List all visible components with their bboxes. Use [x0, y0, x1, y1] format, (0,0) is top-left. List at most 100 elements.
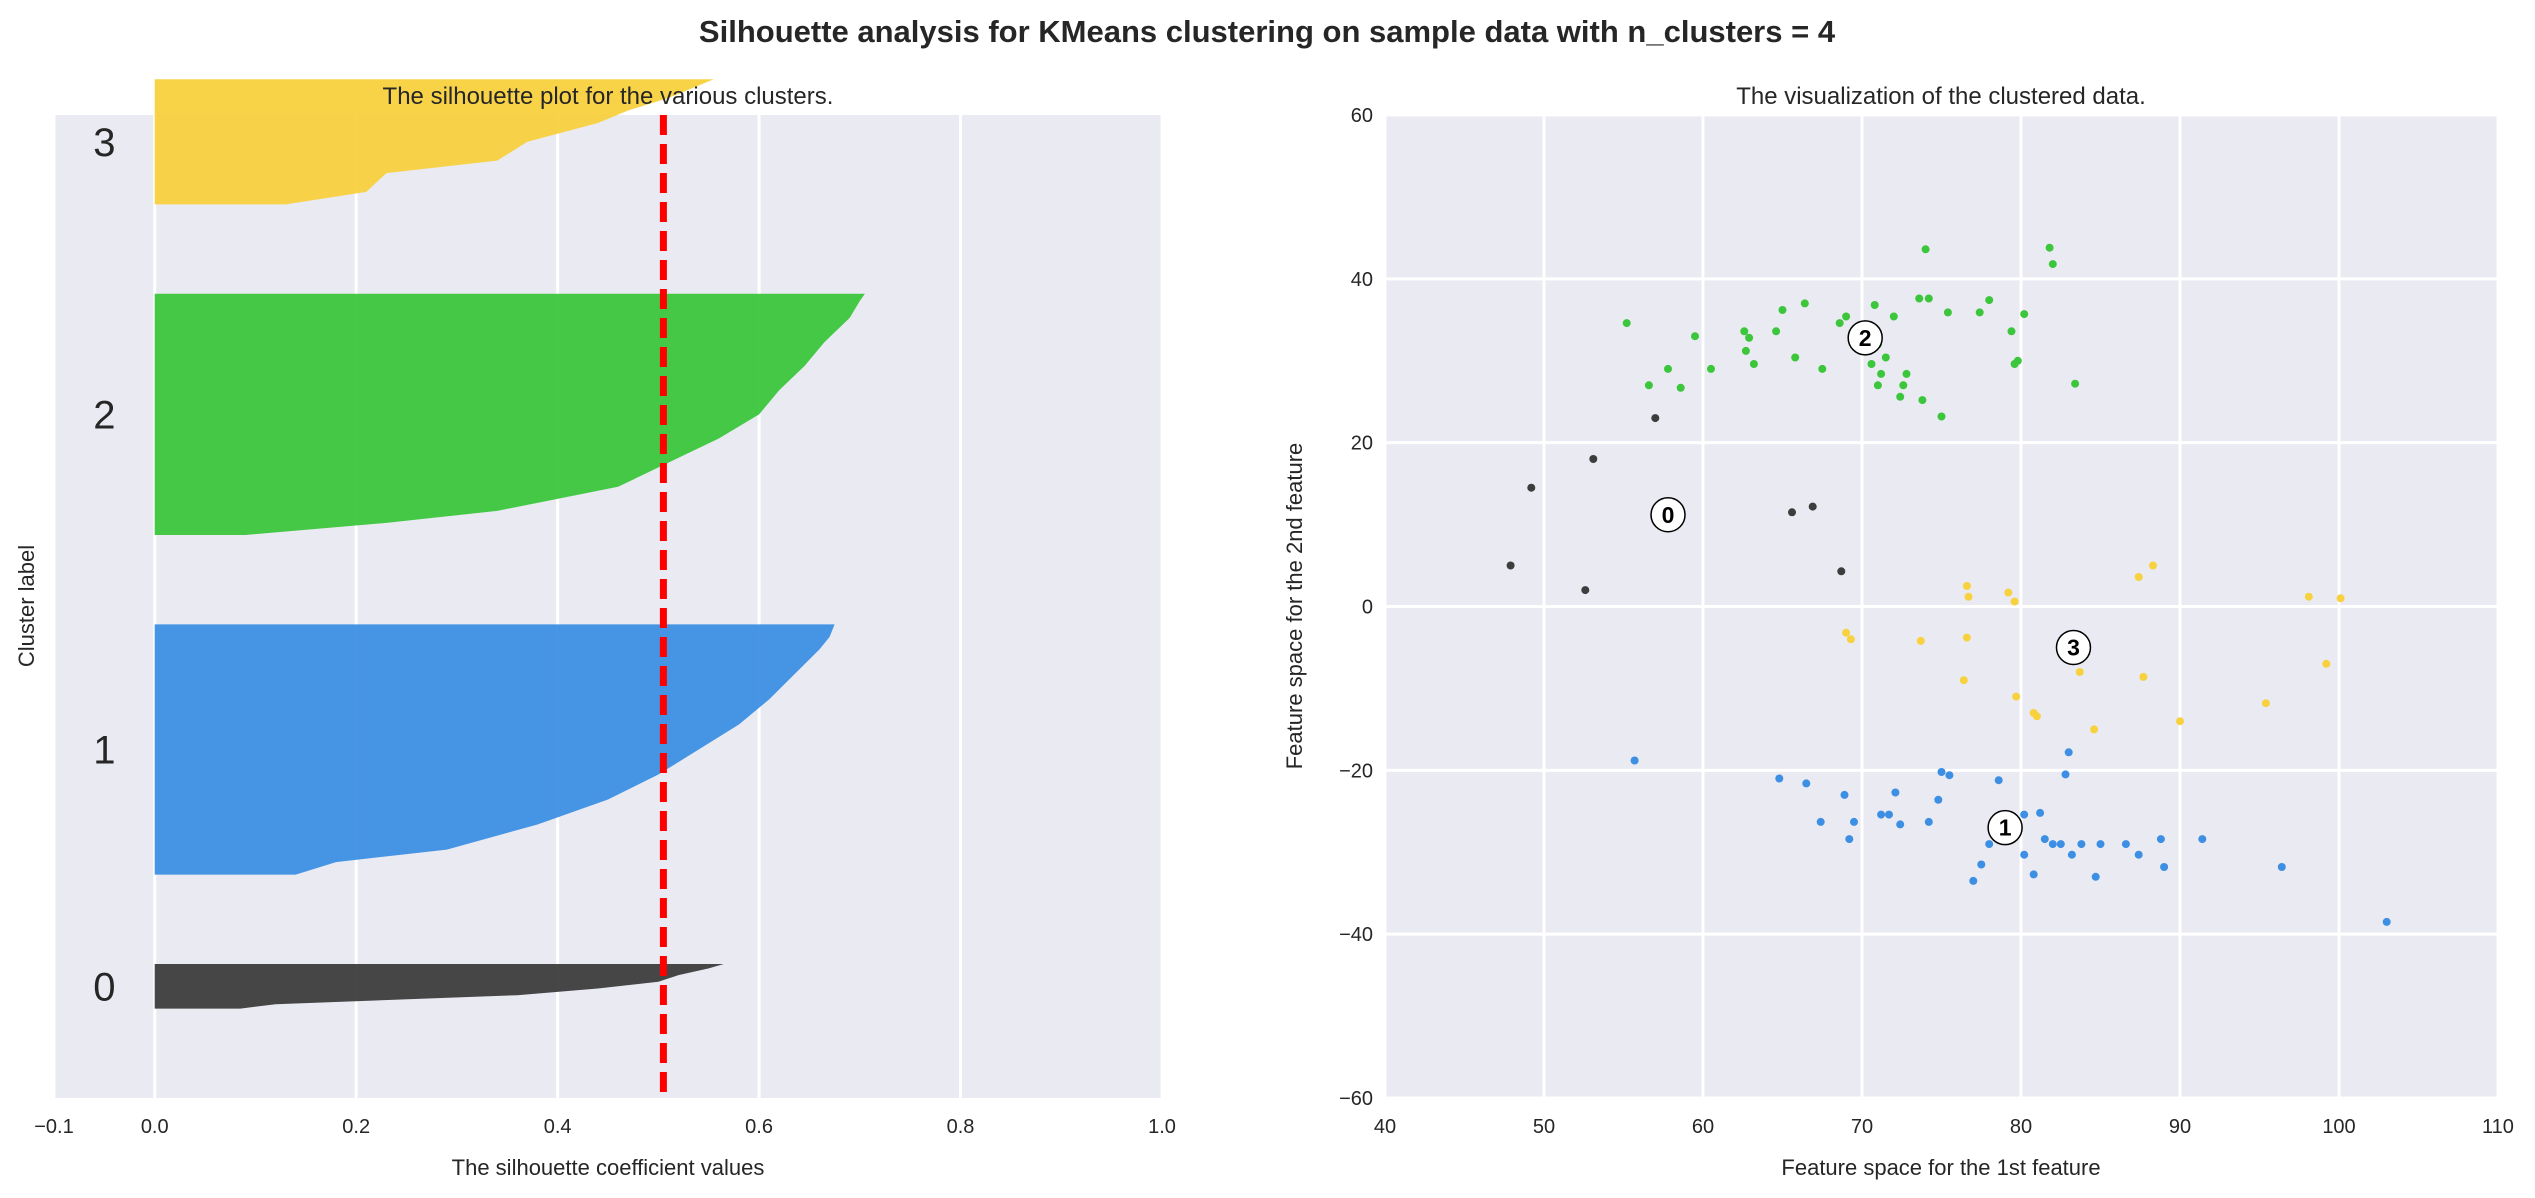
scatter-point-cluster-2 [1745, 333, 1754, 342]
scatter-point-cluster-2 [1691, 332, 1699, 341]
cluster-scatter-axes: 0 1 2 3 40 50 60 70 80 90 100 110 −60 −40 −20 0 20 40 60… [1282, 83, 2514, 1180]
scatter-point-cluster-0 [1837, 567, 1846, 576]
scatter-x-tick-label: 60 [1692, 1116, 1714, 1138]
scatter-x-tick-label: 110 [2482, 1116, 2514, 1138]
scatter-point-cluster-3 [2012, 692, 2021, 701]
scatter-point-cluster-1 [2091, 872, 2100, 881]
silhouette-x-tick-label: 0.2 [342, 1116, 370, 1138]
scatter-point-cluster-1 [2160, 863, 2169, 871]
scatter-point-cluster-2 [1937, 412, 1946, 421]
cluster-center-label-1: 1 [1999, 815, 2012, 841]
silhouette-area-cluster-2 [154, 293, 865, 535]
scatter-point-cluster-1 [1775, 774, 1784, 783]
scatter-point-cluster-1 [2121, 840, 2130, 849]
scatter-point-cluster-3 [1959, 676, 1968, 685]
scatter-point-cluster-2 [1772, 327, 1781, 336]
scatter-x-tick-label: 70 [1851, 1116, 1873, 1138]
scatter-point-cluster-3 [2004, 588, 2013, 597]
scatter-point-cluster-2 [2007, 327, 2016, 336]
scatter-point-cluster-1 [2096, 840, 2105, 849]
scatter-point-cluster-2 [1902, 369, 1911, 378]
scatter-y-axis-label: Feature space for the 2nd feature [1282, 443, 1307, 770]
silhouette-x-tick-label: 1.0 [1148, 1116, 1176, 1138]
scatter-y-tick-labels: −60 −40 −20 0 20 40 60 [1339, 105, 1373, 1110]
silhouette-area-cluster-1 [154, 624, 835, 875]
scatter-y-tick-label: 40 [1351, 269, 1373, 291]
scatter-point-cluster-1 [2061, 770, 2070, 779]
scatter-point-cluster-1 [2048, 840, 2057, 849]
scatter-y-tick-label: −60 [1339, 1088, 1373, 1110]
scatter-point-cluster-3 [2304, 592, 2313, 601]
scatter-x-tick-label: 50 [1533, 1116, 1555, 1138]
scatter-x-tick-label: 90 [2169, 1116, 2191, 1138]
scatter-point-cluster-1 [2056, 840, 2065, 849]
scatter-point-cluster-3 [1962, 633, 1971, 642]
scatter-point-cluster-2 [1877, 369, 1886, 378]
cluster-label-0: 0 [93, 965, 115, 1009]
scatter-point-cluster-3 [2139, 672, 2148, 681]
scatter-point-cluster-0 [1589, 455, 1598, 463]
scatter-point-cluster-2 [1943, 308, 1952, 317]
scatter-point-cluster-3 [2176, 717, 2184, 726]
scatter-point-cluster-2 [1873, 381, 1882, 390]
scatter-point-cluster-2 [1800, 299, 1809, 308]
scatter-point-cluster-1 [2029, 870, 2038, 879]
scatter-point-cluster-3 [1962, 582, 1971, 590]
silhouette-plot-axes: 0 1 2 3 −0.1 0.0 0.2 0.4 0.6 0.8 1.0 The silhouet… [14, 79, 1176, 1180]
scatter-point-cluster-1 [1891, 788, 1900, 797]
scatter-y-tick-label: −40 [1339, 924, 1373, 946]
scatter-point-cluster-3 [2032, 712, 2041, 721]
scatter-point-cluster-3 [1964, 592, 1973, 601]
scatter-point-cluster-3 [2075, 668, 2084, 676]
scatter-point-cluster-2 [1707, 364, 1715, 373]
scatter-point-cluster-2 [2013, 356, 2022, 365]
scatter-point-cluster-1 [1945, 771, 1954, 780]
scatter-point-cluster-0 [1506, 561, 1515, 570]
scatter-point-cluster-1 [1924, 817, 1933, 826]
scatter-point-cluster-1 [2064, 748, 2073, 757]
scatter-point-cluster-0 [1788, 508, 1796, 517]
scatter-gridlines [1383, 113, 2500, 1100]
scatter-point-cluster-2 [2048, 260, 2057, 269]
cluster-labels: 0 1 2 3 [93, 121, 115, 1009]
scatter-point-cluster-2 [1791, 353, 1800, 362]
scatter-point-cluster-1 [2067, 850, 2076, 859]
scatter-point-cluster-2 [1835, 319, 1844, 328]
scatter-point-cluster-3 [2261, 699, 2270, 708]
scatter-point-cluster-1 [2020, 850, 2029, 859]
scatter-point-cluster-2 [1975, 308, 1984, 317]
scatter-point-cluster-0 [1581, 586, 1590, 595]
scatter-point-cluster-1 [1985, 840, 1994, 849]
scatter-point-cluster-1 [1816, 817, 1825, 826]
silhouette-x-tick-label: 0.4 [544, 1116, 572, 1138]
scatter-point-cluster-2 [1818, 364, 1827, 373]
scatter-point-cluster-2 [1664, 364, 1672, 373]
scatter-point-cluster-2 [1918, 396, 1927, 405]
scatter-point-cluster-0 [1808, 502, 1817, 511]
scatter-point-cluster-1 [1885, 810, 1893, 819]
cluster-center-label-3: 3 [2067, 634, 2080, 660]
scatter-point-cluster-1 [2036, 808, 2045, 817]
scatter-point-cluster-2 [1921, 245, 1930, 254]
silhouette-plot-area [54, 115, 1162, 1098]
scatter-point-cluster-1 [1877, 810, 1886, 819]
scatter-point-cluster-3 [2149, 561, 2157, 570]
scatter-point-cluster-3 [2134, 573, 2143, 581]
scatter-point-cluster-1 [1937, 768, 1946, 776]
scatter-x-tick-label: 40 [1374, 1116, 1396, 1138]
scatter-point-cluster-2 [1985, 296, 1994, 305]
silhouette-x-tick-labels: −0.1 0.0 0.2 0.4 0.6 0.8 1.0 [34, 1116, 1176, 1138]
cluster-label-2: 2 [93, 393, 115, 437]
scatter-point-cluster-1 [1896, 820, 1905, 829]
scatter-point-cluster-1 [1934, 795, 1943, 804]
scatter-point-cluster-2 [2045, 243, 2054, 252]
silhouette-gridlines [52, 115, 1164, 1098]
scatter-y-tick-label: 60 [1351, 105, 1373, 127]
scatter-point-cluster-1 [2277, 863, 2286, 871]
scatter-point-cluster-2 [1915, 294, 1924, 303]
scatter-point-cluster-1 [2040, 835, 2049, 844]
scatter-point-cluster-1 [2156, 835, 2165, 844]
silhouette-x-axis-label: The silhouette coefficient values [452, 1155, 765, 1180]
figure-suptitle: Silhouette analysis for KMeans clusterin… [699, 14, 1836, 49]
scatter-point-cluster-1 [1845, 835, 1854, 844]
